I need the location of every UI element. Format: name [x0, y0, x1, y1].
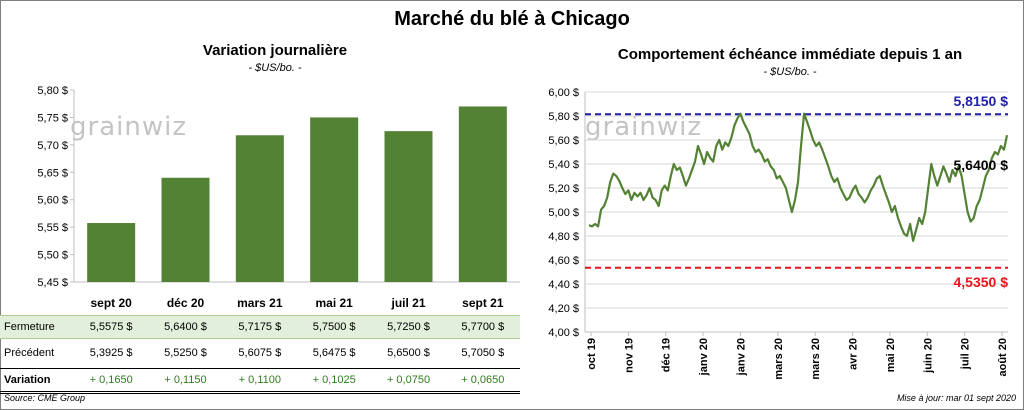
main-title: Marché du blé à Chicago	[394, 8, 630, 30]
right-chart-title: Comportement échéance immédiate depuis 1…	[617, 46, 963, 63]
variation-cell: + 0,0650	[461, 374, 505, 386]
variation-cell: + 0,1025	[312, 374, 356, 386]
row-label-precedent: Précédent	[4, 347, 55, 359]
precedent-cell: 5,3925 $	[89, 347, 133, 359]
y-tick-label: 5,70 $	[37, 140, 68, 152]
x-tick-label: mars 21	[237, 296, 283, 310]
precedent-cell: 5,5250 $	[164, 347, 207, 359]
fermeture-cell: 5,7250 $	[387, 321, 430, 333]
x-tick-label: sept 21	[462, 296, 504, 310]
variation-cell: + 0,1650	[89, 374, 133, 386]
y-tick-label: 5,60 $	[37, 195, 68, 207]
grainwiz-watermark-left: grainwiz	[70, 112, 187, 142]
y-tick-label: 5,45 $	[37, 277, 68, 289]
source-note: Source: CME Group	[4, 393, 86, 403]
right-chart-unit: - $US/bo. -	[763, 66, 817, 78]
table-row-fermeture: Fermeture 5,5575 $ 5,6400 $ 5,7175 $ 5,7500…	[0, 315, 520, 339]
bar-sept-21	[458, 106, 507, 282]
bar-mars-21	[235, 135, 284, 282]
precedent-cell: 5,6500 $	[387, 347, 430, 359]
y-tick-label: 5,65 $	[37, 167, 68, 179]
x-tick-label: juil 21	[390, 296, 425, 310]
y-tick-label: 5,80 $	[37, 85, 68, 97]
fermeture-cell: 5,7175 $	[238, 321, 282, 333]
precedent-cell: 5,7050 $	[461, 347, 505, 359]
row-label-variation: Variation	[4, 374, 51, 386]
table-row-precedent: Précédent 5,3925 $ 5,5250 $ 5,6075 $ 5,6475…	[0, 342, 520, 364]
x-tick-label: mai 21	[315, 296, 353, 310]
x-tick-label: sept 20	[90, 296, 132, 310]
variation-cell: + 0,1100	[238, 374, 281, 386]
left-chart-title: Variation journalière	[202, 42, 348, 59]
fermeture-cell: 5,6400 $	[164, 321, 207, 333]
fermeture-cell: 5,7700 $	[461, 321, 505, 333]
left-chart-unit: - $US/bo. -	[248, 62, 302, 74]
row-label-fermeture: Fermeture	[4, 321, 55, 333]
bar-chart: 5,45 $ 5,50 $ 5,55 $ 5,60 $ 5,65 $ 5,70 $ 5,75…	[37, 85, 520, 310]
x-tick-label: déc 20	[167, 296, 205, 310]
bar-juil-21	[384, 131, 433, 282]
precedent-cell: 5,6075 $	[238, 347, 282, 359]
bar-mai-21	[310, 117, 359, 282]
precedent-cell: 5,6475 $	[312, 347, 356, 359]
variation-cell: + 0,1150	[164, 374, 207, 386]
table-row-variation: Variation + 0,1650 + 0,1150 + 0,1100 + 0,10…	[0, 368, 520, 394]
bar-déc-20	[161, 177, 210, 282]
y-tick-label: 5,55 $	[37, 222, 68, 234]
y-tick-label: 5,75 $	[37, 112, 68, 124]
grainwiz-watermark-right: grainwiz	[585, 112, 702, 142]
y-tick-label: 5,50 $	[37, 250, 68, 262]
fermeture-cell: 5,7500 $	[312, 321, 356, 333]
fermeture-cell: 5,5575 $	[89, 321, 133, 333]
bar-sept-20	[87, 223, 136, 282]
update-note: Mise à jour: mar 01 sept 2020	[896, 393, 1016, 403]
variation-cell: + 0,0750	[386, 374, 431, 386]
